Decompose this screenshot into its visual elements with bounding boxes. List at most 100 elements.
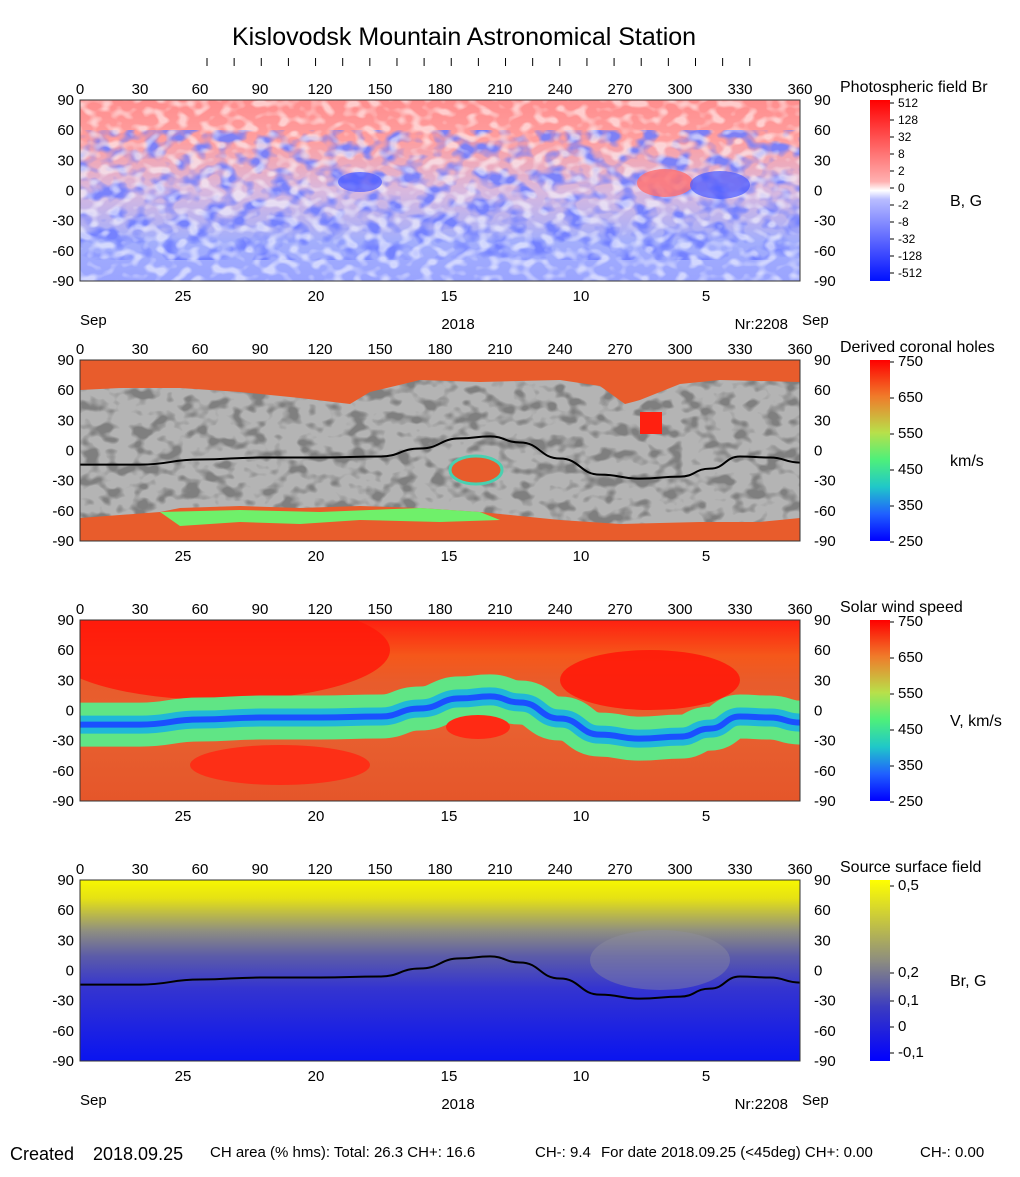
date-tick-label: 20: [308, 548, 325, 565]
x-tick-label: 90: [252, 601, 269, 618]
y-tick-label: 0: [66, 443, 74, 460]
figure-title: Kislovodsk Mountain Astronomical Station: [232, 23, 696, 51]
y-tick-label-right: -60: [814, 243, 836, 260]
x-tick-label: 30: [132, 861, 149, 878]
source-surface-positive-region: [590, 930, 730, 990]
y-tick-label-right: 60: [814, 382, 831, 399]
panel-coronal-holes: [79, 359, 801, 542]
solar-wind-equatorial-fast: [446, 715, 510, 739]
y-tick-label: 30: [57, 412, 74, 429]
x-tick-label: 300: [667, 81, 692, 98]
panel-source-surface: [79, 879, 801, 1062]
date-tick-label: 15: [441, 1068, 458, 1085]
x-tick-label: 360: [787, 341, 812, 358]
y-tick-label: 30: [57, 672, 74, 689]
x-tick-label: 150: [367, 81, 392, 98]
x-tick-label: 90: [252, 81, 269, 98]
x-tick-label: 150: [367, 601, 392, 618]
x-tick-label: 330: [727, 81, 752, 98]
date-tick-label: 10: [573, 548, 590, 565]
colorbar-photospheric-field: [870, 100, 890, 281]
panel-frame: [79, 619, 801, 802]
colorbar-title: Photospheric field Br: [840, 79, 988, 96]
x-tick-label: 90: [252, 861, 269, 878]
y-tick-label: -90: [52, 533, 74, 550]
x-tick-label: 210: [487, 341, 512, 358]
x-tick-label: 210: [487, 601, 512, 618]
date-tick-label: 15: [441, 548, 458, 565]
colorbar-coronal-holes: [870, 360, 890, 541]
date-tick-label: 15: [441, 808, 458, 825]
date-tick-label: 20: [308, 808, 325, 825]
x-tick-label: 210: [487, 81, 512, 98]
x-tick-label: 300: [667, 601, 692, 618]
x-tick-label: 60: [192, 341, 209, 358]
date-tick-label: 20: [308, 1068, 325, 1085]
x-tick-label: 210: [487, 861, 512, 878]
colorbar-tick-label: 512: [898, 96, 918, 110]
y-tick-label-right: 30: [814, 932, 831, 949]
colorbar-tick-label: 0: [898, 1018, 906, 1035]
coronal-hole-equatorial: [448, 454, 504, 486]
slow-wind-center: [80, 693, 800, 742]
y-tick-label: 60: [57, 382, 74, 399]
x-tick-label: 240: [547, 861, 572, 878]
colorbar-tick-label: 2: [898, 164, 905, 178]
date-tick-label: 5: [702, 288, 710, 305]
date-tick-label: 10: [573, 288, 590, 305]
y-tick-label: 60: [57, 122, 74, 139]
x-tick-label: 60: [192, 861, 209, 878]
y-tick-label: 90: [57, 92, 74, 109]
neutral-line: [79, 955, 801, 1000]
colorbar-tick-label: 128: [898, 113, 918, 127]
y-tick-label: 90: [57, 612, 74, 629]
y-tick-label-right: 0: [814, 183, 822, 200]
y-tick-label: 0: [66, 183, 74, 200]
panel-frame: [79, 359, 801, 542]
x-tick-label: 120: [307, 81, 332, 98]
footer-for-date-minus: CH-: 0.00: [920, 1144, 984, 1161]
colorbar-source-surface: [870, 880, 890, 1061]
coronal-hole-south-edge: [160, 508, 500, 526]
date-tick-label: 25: [175, 288, 192, 305]
footer-created-label: Created: [10, 1144, 74, 1164]
y-tick-label: -60: [52, 503, 74, 520]
y-tick-label: -90: [52, 1053, 74, 1070]
y-tick-label-right: -90: [814, 273, 836, 290]
colorbar-tick-label: 550: [898, 425, 923, 442]
colorbar-tick-label: 0,5: [898, 877, 919, 894]
y-tick-label-right: 0: [814, 963, 822, 980]
x-tick-label: 30: [132, 601, 149, 618]
x-tick-label: 180: [427, 341, 452, 358]
panel-frame: [79, 99, 801, 282]
x-tick-label: 0: [76, 861, 84, 878]
colorbar-title: Derived coronal holes: [840, 339, 995, 356]
colorbar-tick-label: 350: [898, 497, 923, 514]
y-tick-label: -60: [52, 763, 74, 780]
x-tick-label: 240: [547, 81, 572, 98]
x-tick-label: 300: [667, 861, 692, 878]
x-tick-label: 30: [132, 341, 149, 358]
photospheric-active-region-negative: [690, 171, 750, 199]
x-tick-label: 0: [76, 341, 84, 358]
colorbar-tick-label: -2: [898, 198, 909, 212]
colorbar-unit: V, km/s: [950, 713, 1002, 730]
x-tick-label: 330: [727, 601, 752, 618]
y-tick-label-right: 90: [814, 92, 831, 109]
x-tick-label: 0: [76, 81, 84, 98]
colorbar-tick-label: 0,2: [898, 964, 919, 981]
colorbar-tick-label: 0: [898, 181, 905, 195]
footer-created-date: 2018.09.25: [93, 1144, 183, 1164]
date-month-right: Sep: [802, 312, 829, 329]
x-tick-label: 240: [547, 601, 572, 618]
colorbar-tick-label: 450: [898, 461, 923, 478]
y-tick-label-right: 60: [814, 642, 831, 659]
x-tick-label: 90: [252, 341, 269, 358]
x-tick-label: 330: [727, 341, 752, 358]
y-tick-label: -30: [52, 993, 74, 1010]
y-tick-label-right: -30: [814, 733, 836, 750]
coronal-hole-small: [640, 412, 662, 434]
x-tick-label: 0: [76, 601, 84, 618]
date-tick-label: 5: [702, 548, 710, 565]
colorbar-tick-label: -512: [898, 266, 922, 280]
